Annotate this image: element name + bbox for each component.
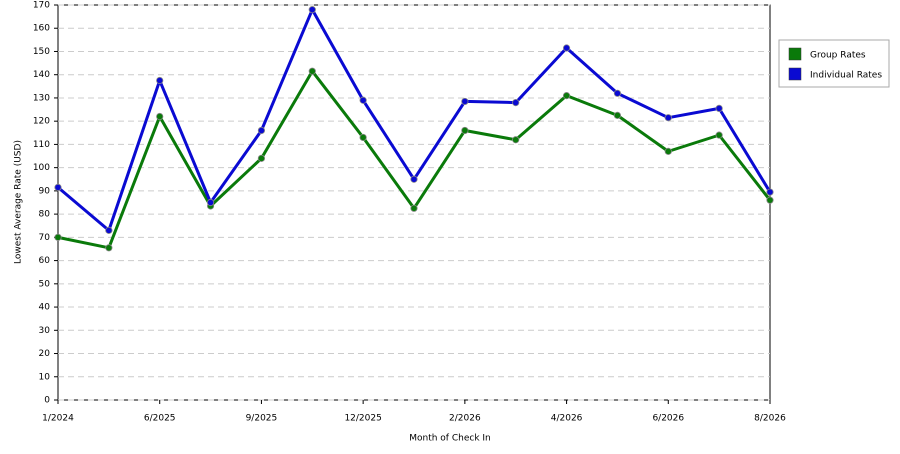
x-tick-label: 6/2026: [652, 414, 684, 424]
y-tick-label: 100: [33, 163, 50, 173]
data-point: [715, 131, 723, 139]
y-tick-label: 120: [33, 117, 50, 127]
y-tick-label: 40: [39, 303, 51, 313]
y-tick-label: 0: [44, 396, 50, 406]
data-point: [359, 133, 367, 142]
data-point: [156, 112, 164, 121]
x-tick-label: 8/2026: [754, 414, 786, 424]
data-point: [562, 92, 571, 100]
y-tick-label: 130: [33, 93, 50, 103]
x-tick-label: 12/2025: [344, 414, 381, 424]
y-tick-label: 90: [39, 186, 51, 196]
data-point: [613, 89, 622, 97]
data-point: [664, 114, 672, 122]
y-tick-label: 70: [39, 233, 51, 243]
y-axis-label: Lowest Average Rate (USD): [14, 140, 24, 264]
data-point: [257, 126, 266, 135]
y-tick-label: 80: [39, 210, 51, 220]
legend-swatch: [788, 47, 802, 61]
data-point: [613, 111, 622, 119]
data-point: [512, 98, 520, 107]
data-point: [359, 96, 367, 104]
data-point: [54, 233, 62, 241]
x-tick-label: 9/2025: [246, 414, 278, 424]
data-point: [461, 97, 469, 106]
data-point: [410, 204, 418, 212]
data-point: [206, 198, 215, 207]
data-point: [105, 226, 113, 234]
y-tick-label: 170: [33, 1, 50, 11]
y-tick-label: 50: [39, 279, 51, 289]
data-point: [54, 183, 62, 191]
legend-label: Group Rates: [810, 51, 866, 61]
data-point: [410, 175, 418, 183]
y-tick-label: 160: [33, 24, 50, 34]
data-point: [766, 196, 774, 204]
y-tick-label: 110: [33, 140, 50, 150]
y-tick-label: 140: [33, 70, 50, 80]
data-point: [257, 154, 266, 162]
plot-area: [57, 4, 771, 401]
data-point: [105, 244, 113, 252]
data-point: [156, 76, 164, 85]
data-point: [715, 104, 723, 112]
y-tick-label: 30: [39, 326, 51, 336]
data-point: [562, 44, 571, 52]
data-point: [308, 67, 316, 75]
data-point: [461, 126, 469, 135]
data-point: [308, 6, 316, 14]
data-point: [766, 188, 774, 196]
y-tick-label: 20: [39, 349, 51, 359]
y-tick-label: 10: [39, 372, 51, 382]
data-point: [664, 147, 672, 155]
x-axis-label: Month of Check In: [409, 434, 491, 444]
x-tick-label: 4/2026: [551, 414, 583, 424]
x-tick-label: 6/2025: [144, 414, 176, 424]
legend-label: Individual Rates: [810, 71, 882, 81]
legend-swatch: [788, 67, 802, 81]
y-tick-label: 150: [33, 47, 50, 57]
x-tick-label: 1/2024: [42, 414, 74, 424]
data-point: [512, 136, 520, 144]
y-tick-label: 60: [39, 256, 51, 266]
x-tick-label: 2/2026: [449, 414, 481, 424]
